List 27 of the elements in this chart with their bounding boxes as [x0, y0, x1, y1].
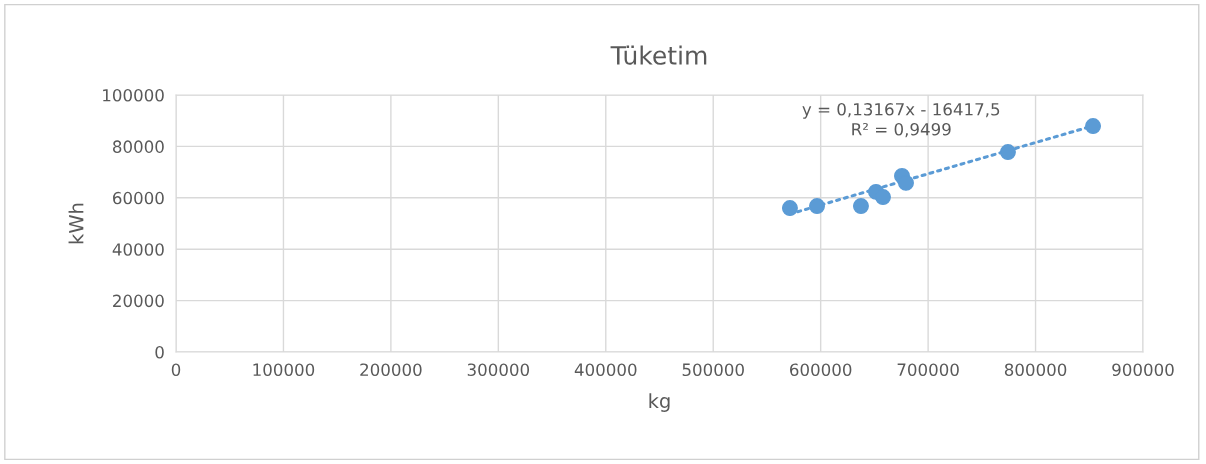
- x-tick-label: 200000: [360, 363, 422, 377]
- point: [897, 174, 914, 191]
- point: [809, 198, 825, 215]
- y-tick-label: 60000: [113, 191, 164, 205]
- y-tick-label: 100000: [103, 88, 164, 102]
- y-tick-label: 40000: [112, 243, 164, 256]
- x-tick-label: 600000: [790, 363, 852, 377]
- x-tick-label: 100000: [253, 363, 315, 377]
- x-tick-label: 400000: [574, 363, 637, 377]
- y-axis-title: kWh: [68, 203, 84, 244]
- x-tick-label: 300000: [467, 363, 530, 377]
- point: [999, 144, 1016, 161]
- point: [781, 200, 798, 217]
- x-tick-label: 800000: [1004, 363, 1067, 377]
- x-axis-title: kg: [649, 393, 670, 412]
- point: [1085, 118, 1102, 135]
- y-tick-label: 0: [155, 345, 164, 359]
- x-tick-label: 500000: [682, 363, 744, 377]
- annotation: y = 0,13167x - 16417,5 R² = 0,9499: [802, 103, 1000, 138]
- y-tick-label: 80000: [113, 140, 164, 153]
- x-tick-label: 0: [171, 363, 181, 377]
- point: [875, 189, 891, 206]
- point: [852, 198, 869, 215]
- x-tick-label: 700000: [897, 363, 959, 377]
- x-tick-label: 900000: [1112, 363, 1174, 377]
- chart-title: Tüketim: [610, 45, 707, 65]
- y-tick-label: 20000: [113, 294, 164, 308]
